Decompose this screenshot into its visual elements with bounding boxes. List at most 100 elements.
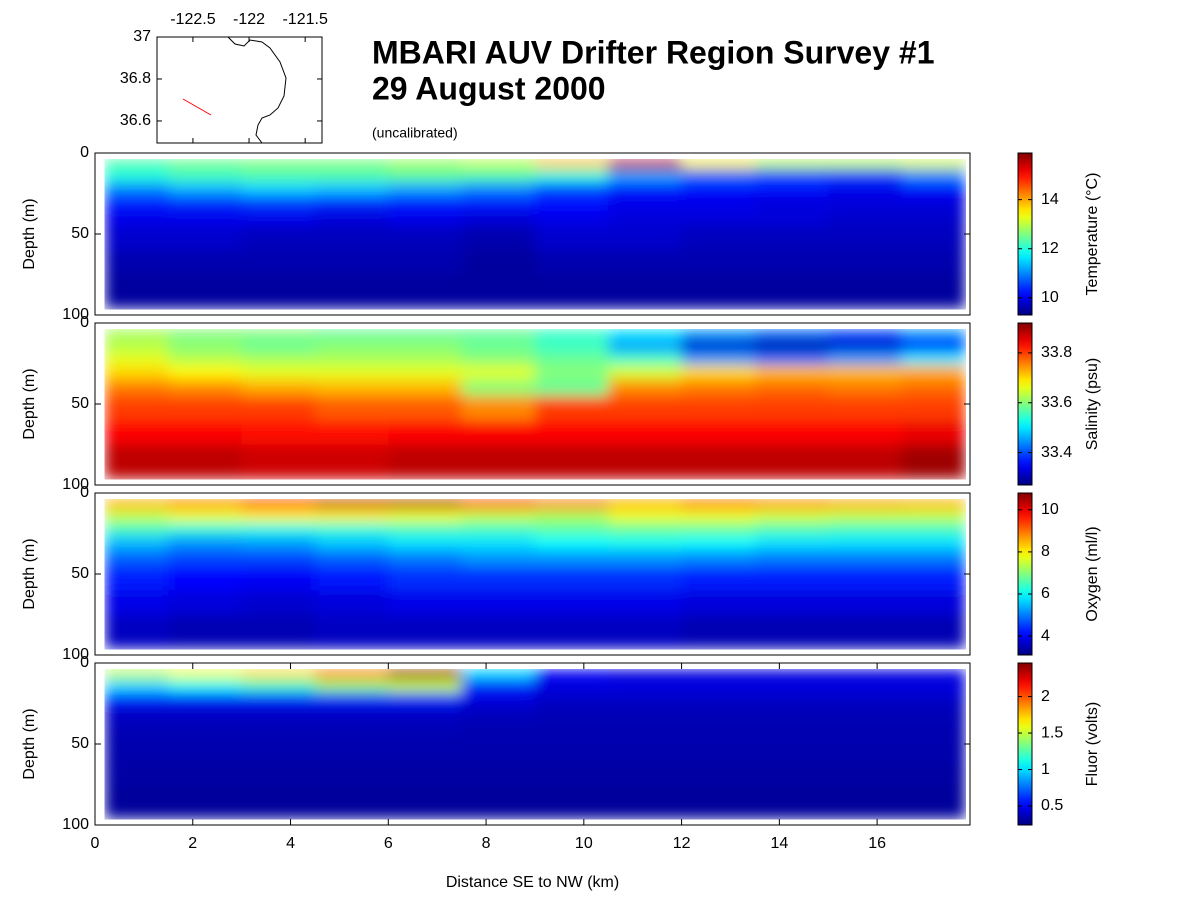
heatmap-cell <box>901 365 966 381</box>
heatmap-cell <box>534 669 609 680</box>
heatmap-cell <box>608 182 683 196</box>
map-y-tick-label: 36.8 <box>120 70 151 87</box>
y-tick-label: 0 <box>80 484 89 501</box>
heatmap-cell <box>461 274 536 310</box>
heatmap-cell <box>828 365 903 381</box>
heatmap-cell <box>754 195 829 211</box>
heatmap-cell <box>314 444 389 480</box>
heatmap-cell <box>461 395 536 421</box>
heatmap-cell <box>754 692 829 706</box>
heatmap-cell <box>461 182 536 196</box>
heatmap-cell <box>104 784 169 820</box>
heatmap-cell <box>681 705 756 721</box>
heatmap-cell <box>461 535 536 551</box>
heatmap-cell <box>681 250 756 275</box>
heatmap-cell <box>168 225 243 251</box>
heatmap-field <box>104 159 966 310</box>
colorbar-label: Temperature (°C) <box>1084 173 1101 296</box>
heatmap-cell <box>104 169 169 183</box>
heatmap-cell <box>461 679 536 693</box>
heatmap-cell <box>681 535 756 551</box>
heatmap-cell <box>901 784 966 820</box>
heatmap-cell <box>388 352 463 366</box>
heatmap-cell <box>534 182 609 196</box>
heatmap-cell <box>104 225 169 251</box>
heatmap-cell <box>461 590 536 615</box>
heatmap-cell <box>241 209 316 227</box>
heatmap-cell <box>168 169 243 183</box>
heatmap-cell <box>388 444 463 480</box>
heatmap-cell <box>828 522 903 536</box>
heatmap-cell <box>681 760 756 785</box>
heatmap-cell <box>314 565 389 591</box>
heatmap-cell <box>388 159 463 170</box>
heatmap-cell <box>168 329 243 340</box>
heatmap-cell <box>241 735 316 761</box>
heatmap-cell <box>388 735 463 761</box>
heatmap-cell <box>461 784 536 820</box>
heatmap-cell <box>168 760 243 785</box>
heatmap-cell <box>168 590 243 615</box>
heatmap-cell <box>168 705 243 721</box>
heatmap-cell <box>754 669 829 680</box>
heatmap-cell <box>901 352 966 366</box>
heatmap-cell <box>828 444 903 480</box>
colorbar-tick-label: 0.5 <box>1041 797 1063 814</box>
heatmap-cell <box>168 679 243 693</box>
heatmap-cell <box>104 444 169 480</box>
heatmap-cell <box>168 735 243 761</box>
heatmap-cell <box>828 679 903 693</box>
heatmap-cell <box>681 719 756 737</box>
heatmap-cell <box>608 420 683 445</box>
x-tick-label: 10 <box>575 835 593 852</box>
heatmap-cell <box>241 509 316 523</box>
heatmap-cell <box>608 565 683 591</box>
heatmap-cell <box>534 719 609 737</box>
heatmap-cell <box>461 169 536 183</box>
heatmap-cell <box>241 339 316 353</box>
heatmap-cell <box>168 339 243 353</box>
heatmap-cell <box>104 692 169 706</box>
heatmap-cell <box>168 669 243 680</box>
heatmap-cell <box>461 499 536 510</box>
heatmap-cell <box>104 565 169 591</box>
heatmap-cell <box>608 669 683 680</box>
heatmap-cell <box>754 705 829 721</box>
heatmap-cell <box>241 395 316 421</box>
heatmap-cell <box>168 719 243 737</box>
heatmap-cell <box>388 565 463 591</box>
heatmap-cell <box>168 195 243 211</box>
heatmap-cell <box>681 195 756 211</box>
heatmap-cell <box>681 499 756 510</box>
heatmap-cell <box>388 614 463 650</box>
heatmap-cell <box>534 590 609 615</box>
heatmap-cell <box>461 549 536 567</box>
heatmap-cell <box>681 614 756 650</box>
heatmap-cell <box>314 522 389 536</box>
heatmap-cell <box>241 274 316 310</box>
heatmap-cell <box>168 209 243 227</box>
heatmap-cell <box>754 565 829 591</box>
colorbar-tick-label: 33.6 <box>1041 394 1072 411</box>
y-tick-label: 100 <box>62 816 89 833</box>
heatmap-cell <box>241 565 316 591</box>
heatmap-cell <box>168 444 243 480</box>
heatmap-cell <box>828 195 903 211</box>
heatmap-cell <box>901 169 966 183</box>
heatmap-cell <box>461 225 536 251</box>
heatmap-cell <box>104 509 169 523</box>
y-tick-label: 50 <box>71 735 89 752</box>
heatmap-cell <box>534 760 609 785</box>
heatmap-cell <box>461 735 536 761</box>
heatmap-cell <box>754 549 829 567</box>
heatmap-cell <box>608 225 683 251</box>
colorbar-tick-label: 33.4 <box>1041 444 1072 461</box>
heatmap-cell <box>314 590 389 615</box>
x-tick-label: 14 <box>770 835 788 852</box>
heatmap-cell <box>168 535 243 551</box>
heatmap-cell <box>901 679 966 693</box>
heatmap-cell <box>754 329 829 340</box>
heatmap-cell <box>754 735 829 761</box>
heatmap-cell <box>241 669 316 680</box>
heatmap-cell <box>608 250 683 275</box>
